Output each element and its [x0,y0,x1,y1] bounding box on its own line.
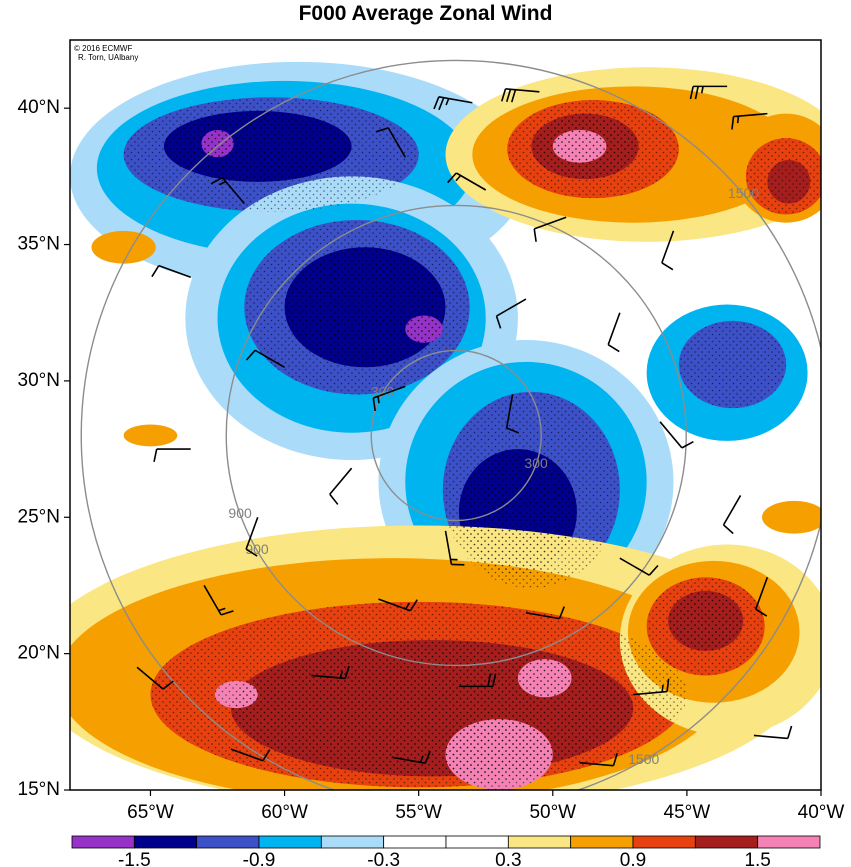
wind-barb [151,264,191,279]
lon-label: 45°W [664,802,711,823]
stipple-region [668,590,744,651]
wind-barb [444,530,465,566]
colorbar-swatch [445,835,509,849]
colorbar-swatch [258,835,322,849]
wind-barb [525,606,566,620]
wind-barb [447,172,487,191]
wind-barb [731,112,768,130]
range-ring-label: 1500 [728,185,759,201]
map-title: F000 Average Zonal Wind [298,2,553,25]
colorbar-label: 0.9 [620,850,646,867]
range-ring-label: 900 [228,505,252,521]
wind-barb [505,394,520,434]
lat-label: 30°N [18,370,60,391]
lat-label: 25°N [18,506,60,527]
colorbar-label: 1.5 [744,850,770,867]
lon-label: 55°W [395,802,442,823]
wind-barb [659,421,694,449]
wind-barb [378,598,418,612]
colorbar-label: -1.5 [118,850,151,867]
colorbar-label: -0.9 [243,850,276,867]
colorbar-swatch [632,835,696,849]
lon-label: 40°W [798,802,845,823]
wind-barb [689,85,728,100]
stipple-region [678,320,787,409]
lat-label: 35°N [18,234,60,255]
credit-line-2: R. Torn, UAlbany [78,53,138,62]
colorbar-swatch [196,835,260,849]
wind-barb [210,176,245,205]
shading-region [123,424,178,447]
wind-barb [245,349,285,368]
colorbar-swatch [757,835,821,849]
wind-barb [153,448,191,462]
wind-barb [495,298,527,329]
wind-barb [619,557,659,576]
colorbar-swatch [71,835,135,849]
colorbar-swatch [507,835,572,849]
wind-barb [753,725,793,740]
colorbar-swatch [320,835,385,849]
range-ring [370,349,542,522]
colorbar-swatch [383,835,447,849]
wind-barb [500,88,540,103]
lat-label: 20°N [18,643,60,664]
wind-barb [391,750,431,764]
range-ring-label: 1500 [628,751,659,767]
stipple-region [445,719,553,790]
range-ring [225,204,687,667]
wind-barb [661,230,675,271]
colorbar-swatch [570,835,634,849]
wind-barb [533,216,567,242]
range-ring-label: 300 [524,455,548,471]
lat-label: 40°N [18,97,60,118]
credit-line-1: © 2016 ECMWF [74,44,132,53]
lat-label: 15°N [18,779,60,800]
lon-label: 60°W [261,802,308,823]
colorbar-label: -0.3 [367,850,400,867]
stipple-region [458,449,577,575]
wind-barb [633,678,670,696]
lon-label: 50°W [529,802,576,823]
stipple-region [163,110,352,182]
wind-barb [136,666,174,690]
wind-barb [329,467,353,505]
wind-barb [245,516,259,557]
wind-barb [607,312,621,353]
range-ring-label: 300 [371,384,395,400]
wind-barb [722,495,742,535]
map-frame [69,39,822,791]
wind-barb [372,385,406,411]
wind-barb [754,576,769,617]
colorbar-swatch [133,835,198,849]
stipple-region [284,247,446,368]
wind-barb [579,753,618,767]
wind-barb [203,585,234,616]
wind-barb [311,665,350,680]
wind-barb [433,96,473,111]
credit-box [72,42,158,64]
wind-barb [230,748,271,762]
wind-barbs-layer [136,85,793,767]
shading-region [91,230,156,264]
range-ring [80,59,821,790]
colorbar-label: 0.3 [495,850,521,867]
wind-barb [458,673,497,688]
lon-label: 65°W [127,802,174,823]
stipple-region [745,138,821,215]
stipple-region [531,113,639,180]
wind-barb [375,127,406,158]
colorbar: -1.5 -0.9 -0.3 0.3 0.9 1.5 [71,835,821,867]
colorbar-swatch [694,835,759,849]
shading-region [762,500,821,534]
axis-labels: 40°N 35°N 30°N 25°N 20°N 15°N 65°W 60°W 55°W 50°W… [18,97,845,823]
stippling-layer [123,97,821,790]
stipple-region [230,640,634,777]
